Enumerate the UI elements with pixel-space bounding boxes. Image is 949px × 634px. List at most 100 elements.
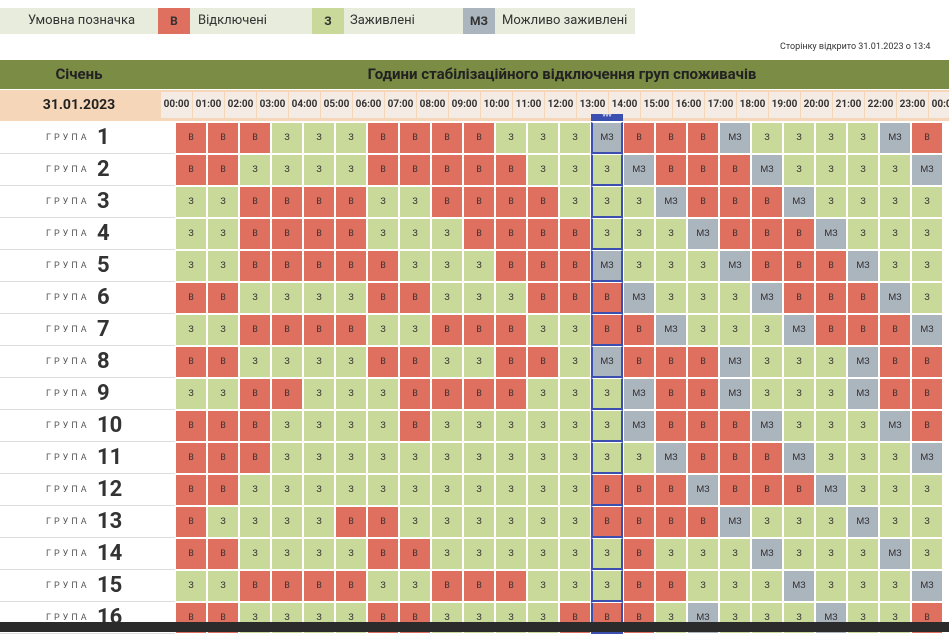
schedule-cell: В [751,474,783,506]
hour-label: 19:00 [769,92,800,118]
schedule-cell: В [847,282,879,314]
schedule-cell: З [431,282,463,314]
schedule-cell: В [591,314,623,346]
schedule-cell: З [335,538,367,570]
schedule-cell: В [271,314,303,346]
schedule-cell: З [495,442,527,474]
schedule-cell: В [783,282,815,314]
schedule-cell: В [239,122,271,154]
schedule-cell: З [911,250,943,282]
hour-label: 12:00 [545,92,576,118]
schedule-cell: З [431,474,463,506]
row-line [0,217,175,218]
schedule-cell: З [879,154,911,186]
schedule-cell: З [719,314,751,346]
schedule-cell: МЗ [719,506,751,538]
schedule-cell: В [495,186,527,218]
schedule-cell: З [559,442,591,474]
schedule-cell: В [399,410,431,442]
schedule-cell: МЗ [783,570,815,602]
schedule-cell: З [527,442,559,474]
schedule-cell: В [239,442,271,474]
schedule-cell: В [527,218,559,250]
schedule-cell: В [463,218,495,250]
group-label: ГРУПА [46,357,90,367]
schedule-cell: З [463,506,495,538]
row-line [0,505,175,506]
schedule-cell: В [239,250,271,282]
schedule-cell: З [911,218,943,250]
schedule-cell: В [495,346,527,378]
schedule-cell: МЗ [751,538,783,570]
schedule-cell: В [207,346,239,378]
schedule-cell: В [271,218,303,250]
schedule-cell: З [591,378,623,410]
hour-label: 22:00 [865,92,896,118]
schedule-cell: З [847,410,879,442]
schedule-cell: МЗ [623,282,655,314]
schedule-cell: З [175,378,207,410]
schedule-cell: В [399,282,431,314]
schedule-cell: З [559,314,591,346]
row-line [0,409,175,410]
schedule-cell: В [463,186,495,218]
schedule-cell: В [495,250,527,282]
schedule-cell: В [239,410,271,442]
schedule-cell: МЗ [623,154,655,186]
schedule-cell: З [751,378,783,410]
schedule-cell: МЗ [847,378,879,410]
group-label: ГРУПА [46,133,90,143]
schedule-cell: МЗ [911,314,943,346]
schedule-cell: З [911,474,943,506]
schedule-cell: В [751,250,783,282]
header-title: Години стабілізаційного відключення груп… [367,65,757,83]
legend-label: Відключені [198,13,267,28]
schedule-cell: З [847,474,879,506]
schedule-cell: В [623,506,655,538]
schedule-cell: В [687,506,719,538]
schedule-cell: В [687,122,719,154]
schedule-cell: МЗ [591,250,623,282]
hour-label: 04:00 [289,92,320,118]
schedule-cell: З [591,154,623,186]
schedule-cell: З [431,506,463,538]
schedule-cell: В [623,570,655,602]
schedule-cell: В [399,122,431,154]
row-line [0,345,175,346]
schedule-cell: З [399,442,431,474]
schedule-cell: З [303,154,335,186]
schedule-cell: З [335,154,367,186]
schedule-cell: З [399,474,431,506]
schedule-cell: В [271,250,303,282]
schedule-cell: З [559,506,591,538]
schedule-cell: З [687,282,719,314]
schedule-cell: МЗ [783,442,815,474]
schedule-cell: З [687,250,719,282]
hour-label: 17:00 [705,92,736,118]
hour-label: 21:00 [833,92,864,118]
schedule-cell: В [175,122,207,154]
schedule-cell: З [559,570,591,602]
schedule-cell: МЗ [911,570,943,602]
schedule-cell: З [783,410,815,442]
schedule-cell: З [559,154,591,186]
schedule-cell: З [559,410,591,442]
schedule-cell: В [175,282,207,314]
group-label: ГРУПА [46,485,90,495]
schedule-cell: В [623,314,655,346]
schedule-cell: З [303,506,335,538]
schedule-cell: В [783,218,815,250]
schedule-cell: З [879,186,911,218]
schedule-cell: З [239,154,271,186]
schedule-cell: МЗ [719,346,751,378]
schedule-cell: В [495,218,527,250]
schedule-cell: З [335,378,367,410]
schedule-cell: В [367,538,399,570]
group-label: ГРУПА [46,197,90,207]
schedule-cell: В [495,154,527,186]
schedule-cell: З [431,538,463,570]
hour-label: 09:00 [449,92,480,118]
hour-label: 05:00 [321,92,352,118]
schedule-cell: З [207,218,239,250]
schedule-cell: В [271,186,303,218]
